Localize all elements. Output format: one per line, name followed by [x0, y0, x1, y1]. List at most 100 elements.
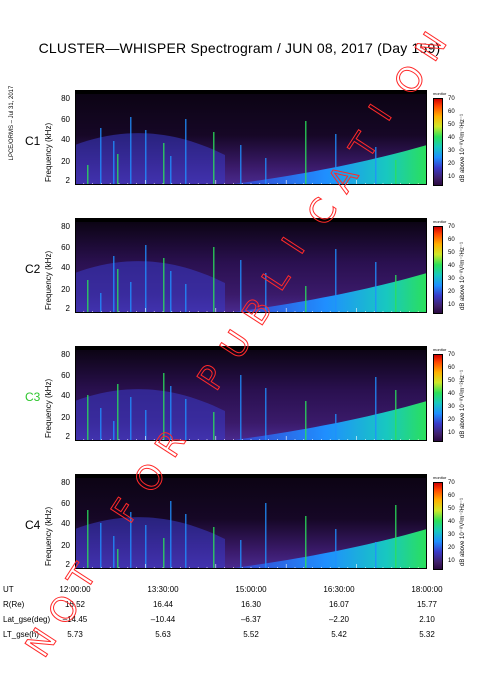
emission-spike — [170, 156, 172, 185]
colorbar-tick-label: 70 — [448, 480, 455, 486]
colorbar-unit: dB above 10⁻⁸V²m⁻²Hz⁻¹ — [460, 369, 466, 438]
emission-spike — [113, 536, 115, 569]
noise-band — [75, 389, 225, 441]
emission-spike — [145, 245, 147, 313]
emission-spike — [113, 421, 115, 441]
y-tick-label: 40 — [61, 391, 70, 401]
emission-spike — [213, 412, 215, 441]
panel-top-bar — [75, 218, 427, 222]
colorbar-tick-label: 50 — [448, 250, 455, 256]
emission-spike — [145, 130, 147, 185]
ut-tick-label: 13:30:00 — [147, 585, 179, 594]
orbit-row-label: Lat_gse(deg) — [3, 615, 51, 624]
emission-spike — [130, 397, 132, 441]
emission-spike — [100, 408, 102, 441]
emission-spike — [240, 260, 242, 313]
colorbar-tick-label: 40 — [448, 391, 455, 397]
spacecraft-label-c2: C2 — [25, 262, 41, 276]
emission-spike — [305, 121, 307, 185]
emission-spike — [87, 165, 89, 185]
panel-top-bar — [75, 474, 427, 478]
emission-spike — [185, 514, 187, 569]
y-tick-label: 40 — [61, 263, 70, 273]
orbit-row-value: 16.52 — [64, 600, 86, 609]
emission-spike — [240, 540, 242, 569]
colorbar — [433, 354, 443, 442]
colorbar-tick-label: 40 — [448, 135, 455, 141]
spectrogram-c3 — [75, 346, 427, 441]
emission-spike — [163, 258, 165, 313]
panel-frame — [75, 474, 427, 569]
spectrogram-panel-c1 — [75, 90, 427, 185]
emission-spike — [375, 262, 377, 313]
colorbar-tick-label: 30 — [448, 532, 455, 538]
colorbar-tick-label: 30 — [448, 276, 455, 282]
emission-spike — [145, 410, 147, 441]
emission-spike — [395, 505, 397, 569]
emission-spike — [100, 128, 102, 185]
spectrogram-c1 — [75, 90, 427, 185]
colorbar-tick-label: 30 — [448, 404, 455, 410]
colorbar-header: monitor — [433, 475, 447, 480]
y-tick-label: 60 — [61, 242, 70, 252]
colorbar-tick-label: 70 — [448, 224, 455, 230]
colorbar-tick-label: 60 — [448, 365, 455, 371]
emission-spike — [265, 158, 267, 185]
y-axis-label: Frequency (kHz) — [44, 378, 53, 438]
colorbar-tick-label: 40 — [448, 519, 455, 525]
watermark-letter: O — [39, 588, 88, 633]
emission-spike — [117, 384, 119, 441]
colorbar-tick-label: 40 — [448, 263, 455, 269]
emission-spike — [265, 273, 267, 313]
orbit-row-value: 5.42 — [331, 630, 347, 639]
orbit-row-value: 15.77 — [416, 600, 438, 609]
panel-frame — [75, 346, 427, 441]
colorbar-tick-label: 70 — [448, 352, 455, 358]
y-tick-label: 20 — [61, 412, 70, 422]
colorbar-tick-label: 70 — [448, 96, 455, 102]
y-tick-label: 2 — [65, 560, 70, 570]
emission-spike — [335, 134, 337, 185]
y-tick-label: 20 — [61, 156, 70, 166]
emission-spike — [170, 271, 172, 313]
orbit-row-label: LT_gse(h) — [3, 630, 39, 639]
emission-spike — [305, 286, 307, 313]
colorbar — [433, 226, 443, 314]
spectrogram-panel-c4 — [75, 474, 427, 569]
panel-top-bar — [75, 346, 427, 350]
emission-spike — [117, 154, 119, 185]
colorbar-header: monitor — [433, 219, 447, 224]
y-tick-label: 2 — [65, 432, 70, 442]
emission-spike — [87, 510, 89, 569]
emission-spike — [213, 527, 215, 569]
emission-spike — [100, 293, 102, 313]
noise-band — [75, 517, 225, 569]
orbit-row-value: 16.30 — [240, 600, 262, 609]
y-tick-label: 40 — [61, 135, 70, 145]
emission-spike — [185, 399, 187, 441]
y-tick-label: 60 — [61, 498, 70, 508]
colorbar-tick-label: 60 — [448, 109, 455, 115]
noise-band — [75, 133, 225, 185]
ut-tick-label: 12:00:00 — [59, 585, 91, 594]
watermark-letter: N — [408, 25, 456, 69]
colorbar-tick-label: 10 — [448, 430, 455, 436]
emission-spike — [395, 160, 397, 185]
orbit-row-value: –2.20 — [328, 615, 350, 624]
emission-spike — [265, 388, 267, 441]
chart-title: CLUSTER—WHISPER Spectrogram / JUN 08, 20… — [38, 40, 441, 56]
colorbar-tick-label: 10 — [448, 302, 455, 308]
y-tick-label: 40 — [61, 519, 70, 529]
emission-spike — [395, 275, 397, 313]
colorbar-tick-label: 50 — [448, 378, 455, 384]
spectrogram-panel-c2 — [75, 218, 427, 313]
colorbar-tick-label: 10 — [448, 558, 455, 564]
y-axis-label: Frequency (kHz) — [44, 506, 53, 566]
emission-spike — [130, 117, 132, 185]
emission-spike — [163, 538, 165, 569]
y-tick-label: 60 — [61, 114, 70, 124]
emission-spike — [163, 373, 165, 441]
emission-spike — [113, 141, 115, 185]
emission-spike — [240, 375, 242, 441]
orbit-row-value: 5.63 — [155, 630, 171, 639]
